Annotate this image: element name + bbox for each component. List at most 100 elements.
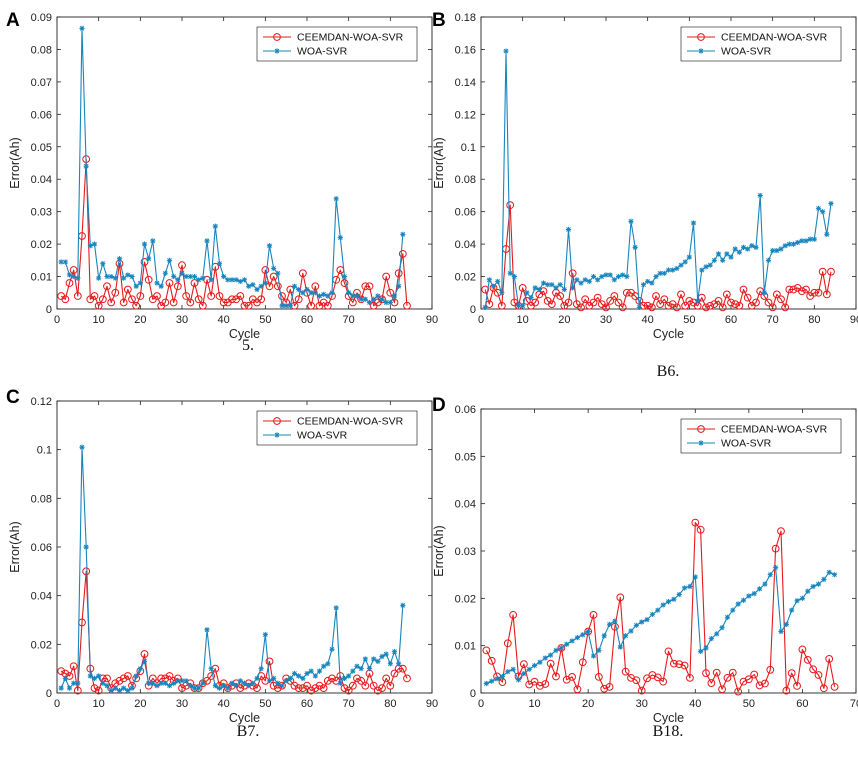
data-point [511, 273, 517, 280]
data-point [810, 583, 816, 590]
data-point [398, 249, 407, 258]
data-point [612, 618, 618, 624]
data-point [208, 277, 214, 283]
data-point [524, 290, 530, 296]
y-tick-label: 0.03 [31, 207, 52, 219]
x-tick-label: 90 [850, 314, 858, 326]
data-point [258, 666, 264, 672]
data-point [653, 673, 662, 682]
x-tick-label: 60 [725, 314, 737, 326]
legend-label: CEEMDAN-WOA-SVR [721, 424, 828, 436]
data-point [815, 581, 822, 587]
data-point [329, 290, 335, 296]
series-ceemdan-woa-svr [57, 567, 411, 695]
x-tick-label: 0 [54, 314, 60, 326]
data-point [128, 295, 136, 304]
x-axis-label: Cycle [229, 711, 260, 725]
data-point [770, 248, 776, 254]
data-point [724, 251, 730, 257]
data-point [494, 676, 500, 682]
data-point [279, 683, 285, 689]
x-tick-label: 0 [478, 698, 484, 710]
data-point [123, 672, 132, 680]
data-point [506, 201, 515, 210]
data-point [822, 290, 831, 299]
data-point [739, 285, 748, 294]
series-woa-svr [482, 48, 834, 310]
data-point [553, 647, 559, 653]
data-point [90, 292, 99, 300]
data-point [814, 288, 823, 297]
data-point [165, 279, 174, 287]
x-axis-label: Cycle [653, 711, 684, 725]
data-point [580, 632, 586, 638]
data-point [499, 290, 505, 296]
data-point [196, 277, 202, 283]
data-point [593, 293, 602, 302]
data-point [341, 675, 348, 681]
series-woa-svr [483, 564, 838, 687]
data-point [695, 298, 701, 304]
data-point [79, 25, 85, 31]
data-point [58, 259, 64, 265]
data-point [125, 272, 131, 278]
data-point [826, 569, 832, 575]
data-point [518, 284, 527, 292]
data-point [482, 304, 488, 310]
data-point [154, 683, 160, 689]
data-point [311, 684, 320, 693]
data-point [718, 303, 727, 312]
data-point [734, 687, 743, 696]
y-tick-label: 0.01 [455, 641, 476, 653]
data-point [262, 632, 268, 638]
y-tick-label: 0.08 [31, 44, 52, 56]
data-point [66, 272, 73, 278]
x-axis-label: Cycle [229, 327, 260, 341]
data-point [129, 273, 135, 280]
data-point [253, 684, 261, 693]
data-point [173, 282, 182, 291]
data-point [731, 300, 740, 309]
data-point [386, 681, 395, 690]
legend-label: WOA-SVR [297, 46, 348, 58]
data-point [366, 666, 373, 672]
data-point [225, 685, 231, 691]
data-point [660, 602, 666, 608]
data-point [315, 681, 324, 690]
data-point [400, 231, 406, 237]
data-point [802, 285, 810, 294]
data-point [768, 303, 777, 312]
data-point [628, 218, 634, 224]
data-point [799, 595, 806, 601]
data-point [294, 295, 303, 304]
data-point [730, 607, 736, 613]
data-point [589, 298, 598, 307]
data-point [774, 248, 780, 254]
data-point [287, 675, 293, 681]
data-point [539, 287, 548, 296]
data-point [83, 163, 89, 169]
data-point [622, 288, 631, 297]
data-point [108, 687, 114, 694]
data-point [333, 196, 339, 202]
data-point [548, 652, 554, 658]
data-point [497, 301, 506, 310]
y-axis-label: Error(Ah) [8, 521, 22, 572]
data-point [390, 669, 399, 678]
data-point [171, 680, 177, 686]
data-point [735, 601, 741, 607]
data-point [712, 668, 721, 677]
data-point [346, 673, 352, 679]
data-point [522, 296, 531, 305]
x-tick-label: 40 [689, 698, 701, 710]
data-point [815, 205, 822, 212]
y-tick-label: 0.02 [455, 272, 476, 284]
data-point [489, 678, 495, 684]
x-tick-label: 60 [301, 314, 313, 326]
legend: CEEMDAN-WOA-SVR WOA-SVR [680, 418, 842, 454]
data-point [621, 667, 630, 676]
data-point [556, 292, 565, 300]
data-point [703, 645, 709, 651]
data-point [371, 296, 377, 302]
